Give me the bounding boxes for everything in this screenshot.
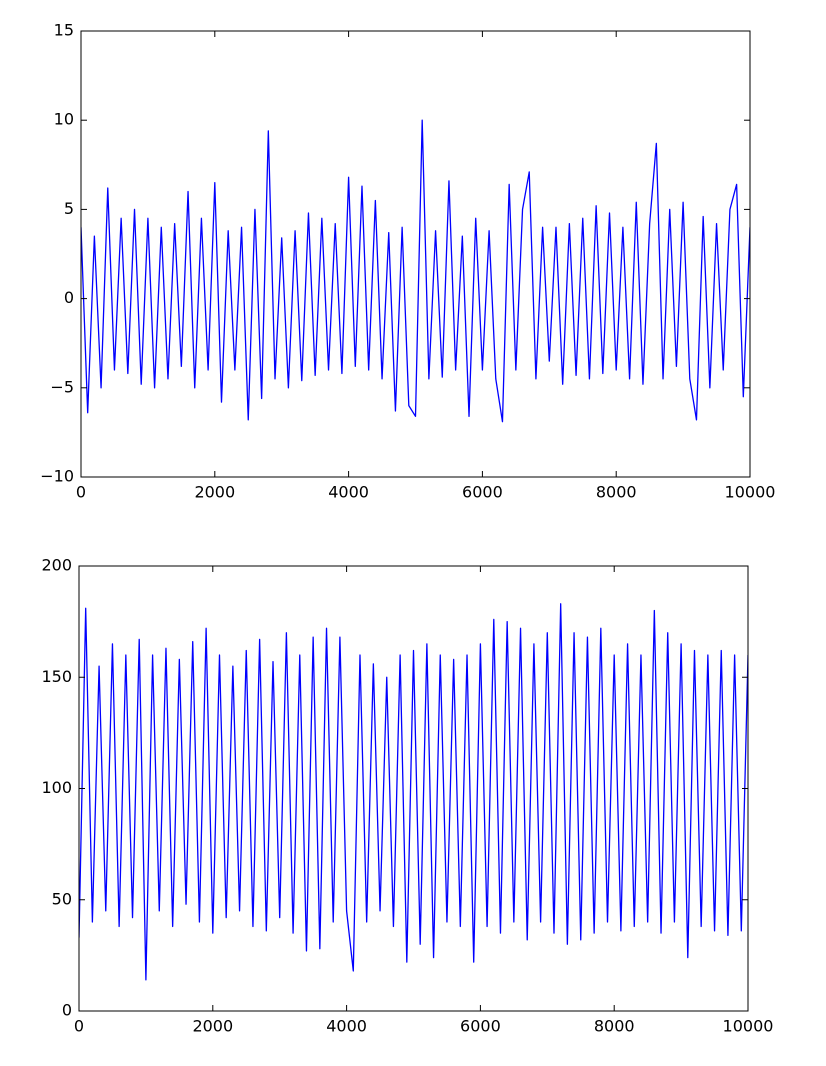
y-tick-label: 0 — [64, 288, 74, 307]
x-tick-label: 10000 — [725, 483, 776, 502]
x-tick-label: 2000 — [194, 483, 235, 502]
y-tick-label: 10 — [54, 110, 74, 129]
x-tick-label: 10000 — [723, 1017, 774, 1036]
y-tick-label: 15 — [54, 21, 74, 40]
x-tick-label: 0 — [74, 1017, 84, 1036]
y-tick-label: 50 — [52, 889, 72, 908]
y-tick-label: −10 — [40, 467, 74, 486]
y-tick-label: 5 — [64, 199, 74, 218]
y-tick-label: 0 — [62, 1001, 72, 1020]
y-tick-label: 200 — [41, 556, 72, 575]
axes-frame — [80, 30, 751, 478]
y-tick-label: 150 — [41, 667, 72, 686]
y-tick-label: −5 — [50, 377, 74, 396]
x-tick-label: 6000 — [462, 483, 503, 502]
x-tick-label: 2000 — [192, 1017, 233, 1036]
x-tick-label: 6000 — [460, 1017, 501, 1036]
x-tick-label: 4000 — [326, 1017, 367, 1036]
y-tick-label: 100 — [41, 778, 72, 797]
x-tick-label: 8000 — [594, 1017, 635, 1036]
axes-frame — [78, 565, 749, 1012]
data-line — [81, 119, 750, 423]
data-line — [79, 603, 748, 981]
x-tick-label: 0 — [76, 483, 86, 502]
x-tick-label: 4000 — [328, 483, 369, 502]
x-tick-label: 8000 — [596, 483, 637, 502]
